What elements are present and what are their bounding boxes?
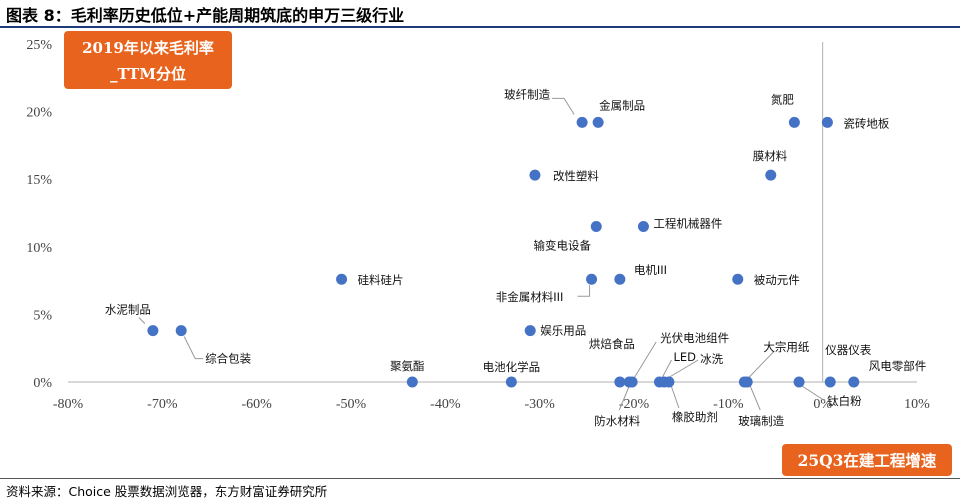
point-label: 膜材料 — [753, 149, 788, 163]
leader-line — [749, 385, 761, 411]
y-tick-label: 10% — [26, 241, 52, 256]
point-label: 风电零部件 — [869, 359, 927, 373]
x-tick-label: -70% — [147, 397, 178, 412]
x-tick-label: 0% — [813, 397, 832, 412]
data-point — [614, 273, 626, 285]
point-label: 电机III — [634, 263, 667, 277]
source-rule — [0, 478, 960, 479]
leader-line — [633, 341, 657, 379]
point-label: 玻纤制造 — [504, 87, 550, 101]
leader-line — [747, 350, 775, 380]
title-rule — [0, 26, 960, 28]
y-tick-label: 20% — [26, 106, 52, 121]
point-label: 聚氨酯 — [390, 359, 425, 373]
point-label: 改性塑料 — [553, 169, 599, 183]
x-axis-ticks: -80% -70% -60% -50% -40% -30% -20% -10% 0% 10% — [53, 397, 930, 412]
ylabel-line-1: 2019年以来毛利率 — [82, 39, 214, 57]
data-points — [147, 116, 860, 388]
point-label: 仪器仪表 — [825, 343, 871, 357]
y-axis-ticks: 0% 5% 10% 15% 20% 25% — [26, 38, 52, 391]
data-point — [824, 376, 836, 388]
x-tick-label: -10% — [713, 397, 744, 412]
point-label: 防水材料 — [594, 414, 640, 428]
x-tick-label: 10% — [904, 397, 930, 412]
data-point — [590, 221, 602, 233]
point-label: 电池化学品 — [483, 360, 541, 374]
data-point — [586, 273, 598, 285]
xlabel-text: 25Q3在建工程增速 — [798, 451, 937, 470]
data-point — [821, 116, 833, 128]
point-label: 玻璃制造 — [738, 414, 784, 428]
leader-line — [618, 385, 630, 411]
x-tick-label: -80% — [53, 397, 84, 412]
point-label: 烘焙食品 — [589, 337, 635, 351]
data-point — [406, 376, 418, 388]
source-note: 资料来源：Choice 股票数据浏览器，东方财富证券研究所 — [6, 484, 328, 499]
data-point — [788, 116, 800, 128]
data-point — [529, 169, 541, 181]
leader-line — [801, 385, 826, 402]
y-tick-label: 0% — [33, 376, 52, 391]
data-point — [505, 376, 517, 388]
data-point — [765, 169, 777, 181]
point-label: 硅料硅片 — [358, 273, 404, 287]
leader-line — [183, 336, 204, 360]
point-label: 大宗用纸 — [763, 340, 809, 354]
x-tick-label: -50% — [336, 397, 367, 412]
data-point — [524, 325, 536, 337]
leader-line — [138, 317, 146, 324]
data-point — [637, 221, 649, 233]
y-tick-label: 15% — [26, 173, 52, 188]
point-label: 输变电设备 — [534, 239, 592, 253]
leader-line — [577, 285, 591, 297]
xlabel-badge: 25Q3在建工程增速 — [782, 444, 952, 476]
point-label: 光伏电池组件 — [660, 331, 729, 345]
leader-line — [665, 359, 699, 380]
x-tick-label: -20% — [619, 397, 650, 412]
point-label: 金属制品 — [599, 98, 645, 112]
point-label: 氮肥 — [771, 92, 794, 106]
leader-line — [661, 359, 672, 380]
data-point — [175, 325, 187, 337]
leader-lines — [138, 97, 826, 411]
point-label: 娱乐用品 — [540, 324, 586, 338]
point-label: LED — [673, 350, 696, 364]
data-point — [663, 376, 675, 388]
ylabel-badge: 2019年以来毛利率 _TTM分位 — [64, 31, 232, 89]
data-point — [614, 376, 626, 388]
figure-title: 图表 8：毛利率历史低位+产能周期筑底的申万三级行业 — [6, 6, 405, 25]
point-label: 工程机械器件 — [653, 217, 722, 231]
ylabel-line-2: _TTM分位 — [110, 65, 186, 83]
scatter-chart: 0% 5% 10% 15% 20% 25% -80% -70% -60% -50% -40% -30… — [26, 31, 952, 476]
leader-line — [670, 384, 680, 409]
x-tick-label: -60% — [242, 397, 273, 412]
data-point — [626, 376, 638, 388]
x-tick-label: -30% — [525, 397, 556, 412]
point-label: 冰洗 — [700, 352, 723, 366]
y-tick-label: 25% — [26, 38, 52, 53]
point-label: 橡胶助剂 — [672, 410, 718, 424]
x-tick-label: -40% — [430, 397, 461, 412]
data-point — [741, 376, 753, 388]
point-label: 钛白粉 — [827, 394, 862, 408]
point-label: 水泥制品 — [105, 303, 151, 317]
data-point — [732, 273, 744, 285]
point-label: 被动元件 — [754, 273, 800, 287]
data-point — [576, 116, 588, 128]
data-point — [147, 325, 159, 337]
data-point — [592, 116, 604, 128]
point-label: 非金属材料III — [496, 290, 564, 304]
data-point — [336, 273, 348, 285]
point-label: 瓷砖地板 — [843, 116, 889, 130]
data-point — [848, 376, 860, 388]
y-tick-label: 5% — [33, 308, 52, 323]
point-label: 综合包装 — [205, 352, 251, 366]
data-point — [793, 376, 805, 388]
leader-line — [552, 97, 575, 115]
